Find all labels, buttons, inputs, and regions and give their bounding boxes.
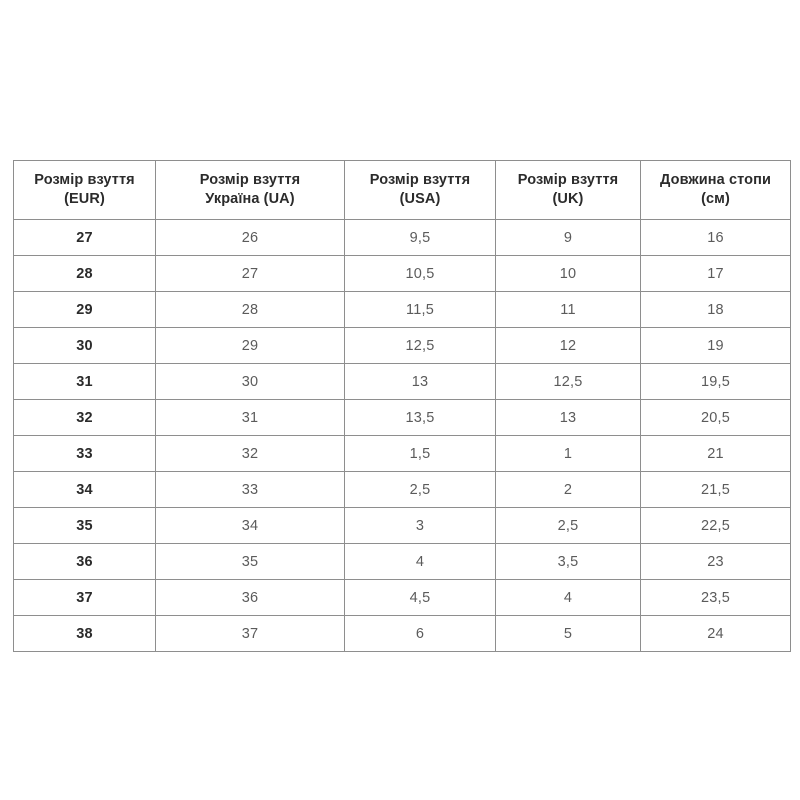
cell-uk: 5 [495,615,641,652]
cell-ua: 32 [155,435,345,472]
column-header-uk-line1: Розмір взуття [517,171,619,188]
cell-eur: 32 [13,399,156,436]
cell-ua: 37 [155,615,345,652]
cell-usa: 13 [344,363,496,400]
table-row: 36 35 4 3,5 23 [13,543,791,580]
column-header-usa-line2: (USA) [399,191,441,207]
column-header-foot-length-line1: Довжина стопи [660,171,771,188]
cell-ua: 27 [155,255,345,292]
column-header-uk-line2: (UK) [552,191,584,207]
cell-eur: 33 [13,435,156,472]
cell-usa: 1,5 [344,435,496,472]
cell-uk: 12,5 [495,363,641,400]
column-header-ua-line1: Розмір взуття [199,171,301,188]
column-header-usa-line1: Розмір взуття [369,171,471,188]
cell-eur: 27 [13,219,156,256]
cell-foot-length: 16 [640,219,791,256]
cell-eur: 34 [13,471,156,508]
column-header-ua-line2: Україна (UA) [205,191,295,207]
table-header: Розмір взуття (EUR) Розмір взуття Україн… [13,160,791,220]
column-header-foot-length-line2: (см) [701,191,730,207]
cell-eur: 36 [13,543,156,580]
cell-uk: 13 [495,399,641,436]
cell-eur: 31 [13,363,156,400]
cell-ua: 30 [155,363,345,400]
cell-ua: 31 [155,399,345,436]
column-header-ua: Розмір взуття Україна (UA) [155,160,345,220]
size-chart-container: Розмір взуття (EUR) Розмір взуття Україн… [13,160,791,652]
cell-ua: 35 [155,543,345,580]
cell-usa: 10,5 [344,255,496,292]
table-row: 30 29 12,5 12 19 [13,327,791,364]
column-header-uk: Розмір взуття (UK) [495,160,641,220]
cell-usa: 12,5 [344,327,496,364]
cell-foot-length: 17 [640,255,791,292]
table-row: 35 34 3 2,5 22,5 [13,507,791,544]
cell-usa: 2,5 [344,471,496,508]
cell-eur: 28 [13,255,156,292]
table-row: 38 37 6 5 24 [13,615,791,652]
cell-uk: 12 [495,327,641,364]
cell-uk: 2 [495,471,641,508]
cell-ua: 36 [155,579,345,616]
cell-eur: 35 [13,507,156,544]
cell-foot-length: 21 [640,435,791,472]
cell-ua: 29 [155,327,345,364]
table-row: 28 27 10,5 10 17 [13,255,791,292]
cell-foot-length: 24 [640,615,791,652]
shoe-size-table: Розмір взуття (EUR) Розмір взуття Україн… [13,160,791,652]
cell-foot-length: 18 [640,291,791,328]
cell-uk: 3,5 [495,543,641,580]
cell-foot-length: 22,5 [640,507,791,544]
cell-foot-length: 19 [640,327,791,364]
cell-foot-length: 21,5 [640,471,791,508]
cell-foot-length: 20,5 [640,399,791,436]
cell-uk: 1 [495,435,641,472]
cell-uk: 10 [495,255,641,292]
column-header-foot-length: Довжина стопи (см) [640,160,791,220]
cell-eur: 29 [13,291,156,328]
table-row: 34 33 2,5 2 21,5 [13,471,791,508]
column-header-eur-line1: Розмір взуття [34,171,135,188]
cell-foot-length: 19,5 [640,363,791,400]
cell-usa: 4,5 [344,579,496,616]
table-row: 32 31 13,5 13 20,5 [13,399,791,436]
cell-eur: 37 [13,579,156,616]
cell-usa: 9,5 [344,219,496,256]
cell-uk: 4 [495,579,641,616]
table-row: 27 26 9,5 9 16 [13,219,791,256]
table-row: 37 36 4,5 4 23,5 [13,579,791,616]
column-header-eur: Розмір взуття (EUR) [13,160,156,220]
cell-foot-length: 23,5 [640,579,791,616]
cell-uk: 2,5 [495,507,641,544]
cell-ua: 34 [155,507,345,544]
cell-uk: 11 [495,291,641,328]
cell-eur: 30 [13,327,156,364]
table-row: 29 28 11,5 11 18 [13,291,791,328]
cell-foot-length: 23 [640,543,791,580]
cell-uk: 9 [495,219,641,256]
table-body: 27 26 9,5 9 16 28 27 10,5 10 17 29 28 11… [13,219,791,652]
cell-usa: 13,5 [344,399,496,436]
column-header-eur-line2: (EUR) [64,191,105,207]
cell-usa: 11,5 [344,291,496,328]
table-row: 31 30 13 12,5 19,5 [13,363,791,400]
table-row: 33 32 1,5 1 21 [13,435,791,472]
cell-usa: 6 [344,615,496,652]
column-header-usa: Розмір взуття (USA) [344,160,496,220]
cell-ua: 33 [155,471,345,508]
cell-usa: 4 [344,543,496,580]
cell-ua: 28 [155,291,345,328]
cell-usa: 3 [344,507,496,544]
table-header-row: Розмір взуття (EUR) Розмір взуття Україн… [13,160,791,220]
cell-ua: 26 [155,219,345,256]
cell-eur: 38 [13,615,156,652]
